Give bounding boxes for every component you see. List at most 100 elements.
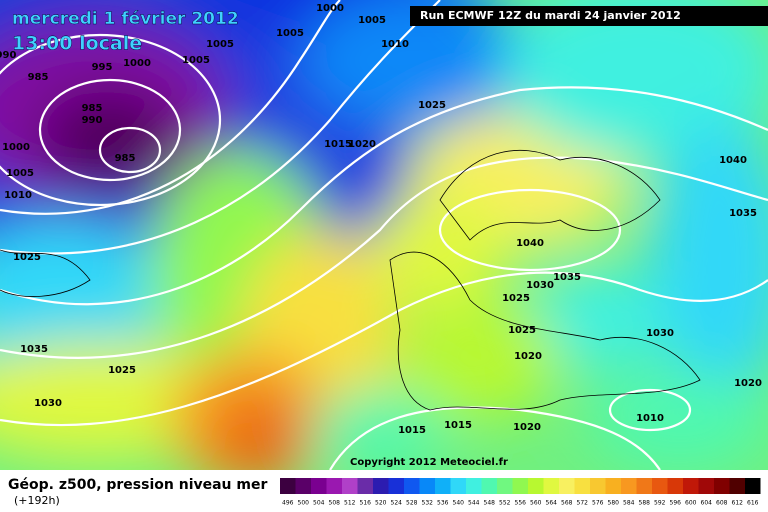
isobar-label: 1020 bbox=[514, 351, 542, 362]
colorbar-label: 532 bbox=[422, 500, 434, 507]
isobar-label: 1035 bbox=[553, 272, 581, 283]
legend-title: Géop. z500, pression niveau mer bbox=[8, 477, 267, 493]
colorbar-label: 568 bbox=[561, 500, 573, 507]
colorbar-swatch bbox=[636, 478, 652, 494]
colorbar-label: 540 bbox=[453, 500, 465, 507]
isobar-label: 985 bbox=[115, 153, 136, 164]
colorbar-swatch bbox=[342, 478, 358, 494]
isobar-label: 1010 bbox=[636, 413, 664, 424]
forecast-hour: (+192h) bbox=[14, 494, 60, 507]
isobar-label: 1025 bbox=[508, 325, 536, 336]
colorbar-label: 592 bbox=[654, 500, 666, 507]
colorbar-swatch bbox=[311, 478, 327, 494]
isobars bbox=[0, 0, 768, 470]
colorbar-label: 600 bbox=[685, 500, 697, 507]
colorbar-label: 524 bbox=[391, 500, 403, 507]
isobar-label: 1030 bbox=[34, 398, 62, 409]
colorbar-swatch bbox=[528, 478, 544, 494]
colorbar-label: 556 bbox=[515, 500, 527, 507]
colorbar-label: 596 bbox=[670, 500, 682, 507]
isobar-label: 1030 bbox=[526, 280, 554, 291]
colorbar-swatch bbox=[466, 478, 482, 494]
isobar-label: 1015 bbox=[444, 420, 472, 431]
isobar-label: 990 bbox=[82, 115, 103, 126]
colorbar-label: 528 bbox=[406, 500, 418, 507]
isobar-label: 1000 bbox=[2, 142, 30, 153]
colorbar-swatch bbox=[295, 478, 311, 494]
colorbar-swatch bbox=[621, 478, 637, 494]
isobar-label: 1030 bbox=[646, 328, 674, 339]
run-label: Run ECMWF 12Z du mardi 24 janvier 2012 bbox=[420, 9, 681, 22]
isobar-label: 1020 bbox=[513, 422, 541, 433]
colorbar-swatch bbox=[388, 478, 404, 494]
isobar-label: 1015 bbox=[398, 425, 426, 436]
isobar-label: 1005 bbox=[276, 28, 304, 39]
colorbar-label: 516 bbox=[360, 500, 372, 507]
colorbar-swatch bbox=[574, 478, 590, 494]
colorbar-swatch bbox=[404, 478, 420, 494]
colorbar-swatch bbox=[543, 478, 559, 494]
map-time: 13:00 locale bbox=[12, 33, 142, 55]
colorbar-label: 496 bbox=[282, 500, 294, 507]
map-title: mercredi 1 février 2012 bbox=[12, 9, 239, 29]
colorbar-swatch bbox=[559, 478, 575, 494]
colorbar-swatch bbox=[590, 478, 606, 494]
colorbar-swatch bbox=[450, 478, 466, 494]
colorbar-swatch bbox=[419, 478, 435, 494]
colorbar-label: 508 bbox=[329, 500, 341, 507]
colorbar-label: 580 bbox=[608, 500, 620, 507]
colorbar-swatch bbox=[373, 478, 389, 494]
colorbar-swatch bbox=[667, 478, 683, 494]
colorbar-swatch bbox=[698, 478, 714, 494]
colorbar-label: 560 bbox=[530, 500, 542, 507]
isobar-label: 985 bbox=[82, 103, 103, 114]
isobar-label: 1000 bbox=[316, 3, 344, 14]
colorbar-label: 572 bbox=[577, 500, 589, 507]
colorbar-label: 544 bbox=[468, 500, 480, 507]
isobar-label: 985 bbox=[28, 72, 49, 83]
colorbar-swatch bbox=[652, 478, 668, 494]
isobar-label: 1040 bbox=[516, 238, 544, 249]
colorbar-label: 520 bbox=[375, 500, 387, 507]
isobar-label: 1005 bbox=[182, 55, 210, 66]
isobar-label: 1025 bbox=[418, 100, 446, 111]
colorbar-label: 552 bbox=[499, 500, 511, 507]
colorbar-label: 604 bbox=[701, 500, 713, 507]
colorbar-swatch bbox=[357, 478, 373, 494]
colorbar-label: 612 bbox=[732, 500, 744, 507]
colorbar-label: 576 bbox=[592, 500, 604, 507]
colorbar-label: 564 bbox=[546, 500, 558, 507]
isobar-label: 1020 bbox=[348, 139, 376, 150]
run-banner bbox=[410, 6, 768, 26]
isobar-label: 1035 bbox=[20, 344, 48, 355]
isobar-label: 1015 bbox=[324, 139, 352, 150]
colorbar-swatch bbox=[729, 478, 745, 494]
colorbar-label: 584 bbox=[623, 500, 635, 507]
isobar-label: 1000 bbox=[123, 58, 151, 69]
isobar-label: 1005 bbox=[6, 168, 34, 179]
colorbar-label: 504 bbox=[313, 500, 325, 507]
isobar-label: 1025 bbox=[502, 293, 530, 304]
colorbar-label: 536 bbox=[437, 500, 449, 507]
colorbar-swatch bbox=[683, 478, 699, 494]
geopotential-field bbox=[0, 0, 768, 470]
colorbar-swatch bbox=[605, 478, 621, 494]
colorbar-swatch bbox=[714, 478, 730, 494]
colorbar-swatch bbox=[326, 478, 342, 494]
colorbar-swatch bbox=[481, 478, 497, 494]
isobar-label: 1020 bbox=[734, 378, 762, 389]
colorbar-swatch bbox=[512, 478, 528, 494]
colorbar-label: 500 bbox=[298, 500, 310, 507]
isobar-label: 1005 bbox=[206, 39, 234, 50]
coastlines bbox=[0, 149, 701, 411]
colorbar-swatch bbox=[745, 478, 761, 494]
isobar-label: 1025 bbox=[13, 252, 41, 263]
isobar-label: 995 bbox=[92, 62, 113, 73]
isobar-label: 1040 bbox=[719, 155, 747, 166]
copyright: Copyright 2012 Meteociel.fr bbox=[350, 457, 508, 468]
isobar-label: 1025 bbox=[108, 365, 136, 376]
colorbar-swatch bbox=[435, 478, 451, 494]
isobar-label: 1035 bbox=[729, 208, 757, 219]
